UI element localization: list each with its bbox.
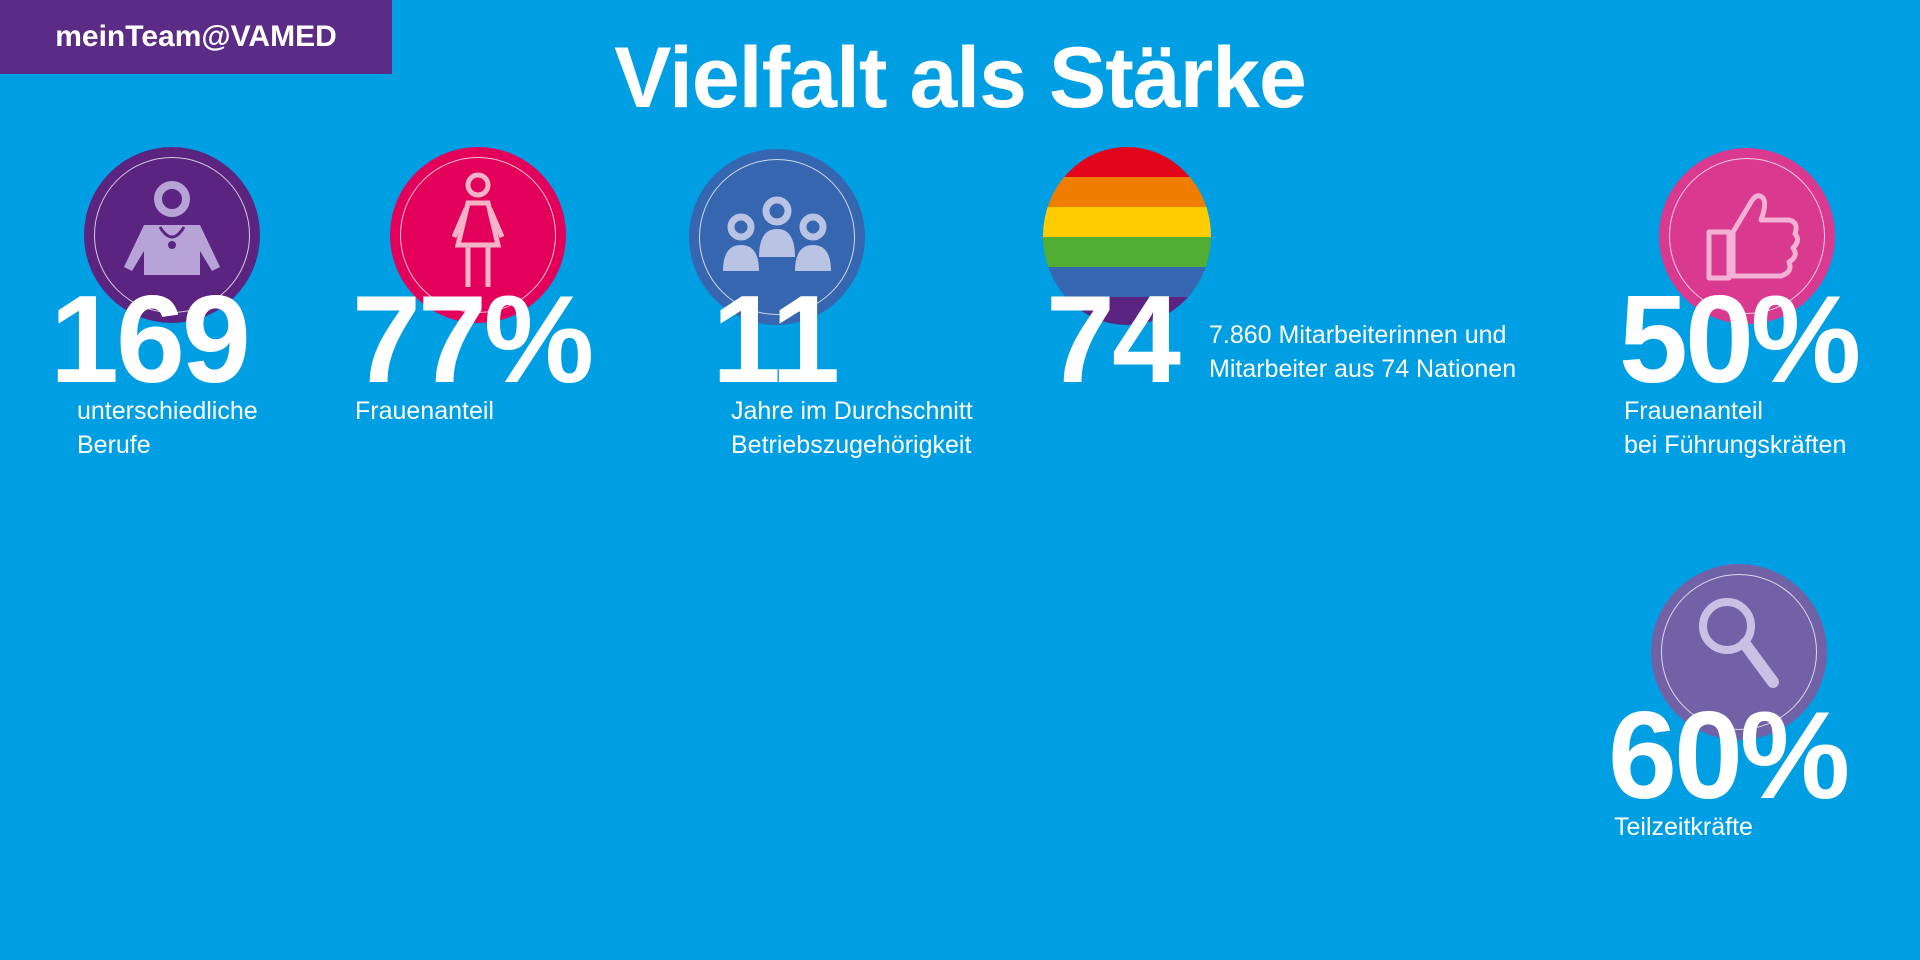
stat-value-women-share: 77% xyxy=(352,271,594,409)
stat-value-nations: 74 xyxy=(1046,271,1181,409)
stat-caption-part-time: Teilzeitkräfte xyxy=(1614,810,1753,844)
caption-line: 7.860 Mitarbeiterinnen und xyxy=(1209,321,1507,349)
caption-line: Frauenanteil xyxy=(1624,397,1763,425)
caption-line: Teilzeitkräfte xyxy=(1614,813,1753,841)
caption-line: Frauenanteil xyxy=(355,397,494,425)
stat-value-women-leaders: 50% xyxy=(1619,271,1861,409)
brand-badge: meinTeam@VAMED xyxy=(0,0,392,74)
doctor-icon xyxy=(84,147,260,323)
page-title: Vielfalt als Stärke xyxy=(614,30,1307,126)
stat-value-professions: 169 xyxy=(50,271,251,409)
stat-value-tenure: 11 xyxy=(712,271,840,409)
stat-value-part-time: 60% xyxy=(1608,687,1850,825)
thumbs-up-icon xyxy=(1659,148,1835,324)
group-icon xyxy=(689,149,865,325)
caption-line: Jahre im Durchschnitt xyxy=(731,397,973,425)
stat-caption-professions: unterschiedliche Berufe xyxy=(77,394,258,462)
stat-caption-women-share: Frauenanteil xyxy=(355,394,494,428)
magnifier-icon xyxy=(1651,564,1827,740)
caption-line: Berufe xyxy=(77,431,151,459)
stat-caption-tenure: Jahre im Durchschnitt Betriebszugehörigke… xyxy=(731,394,973,462)
stat-caption-nations: 7.860 Mitarbeiterinnen und Mitarbeiter au… xyxy=(1209,318,1516,386)
rainbow-icon xyxy=(1043,147,1211,325)
caption-line: Betriebszugehörigkeit xyxy=(731,431,972,459)
woman-icon xyxy=(390,147,566,323)
caption-line: Mitarbeiter aus 74 Nationen xyxy=(1209,355,1517,383)
caption-line: unterschiedliche xyxy=(77,397,258,425)
caption-line: bei Führungskräften xyxy=(1624,431,1847,459)
stat-caption-women-leaders: Frauenanteil bei Führungskräften xyxy=(1624,394,1846,462)
